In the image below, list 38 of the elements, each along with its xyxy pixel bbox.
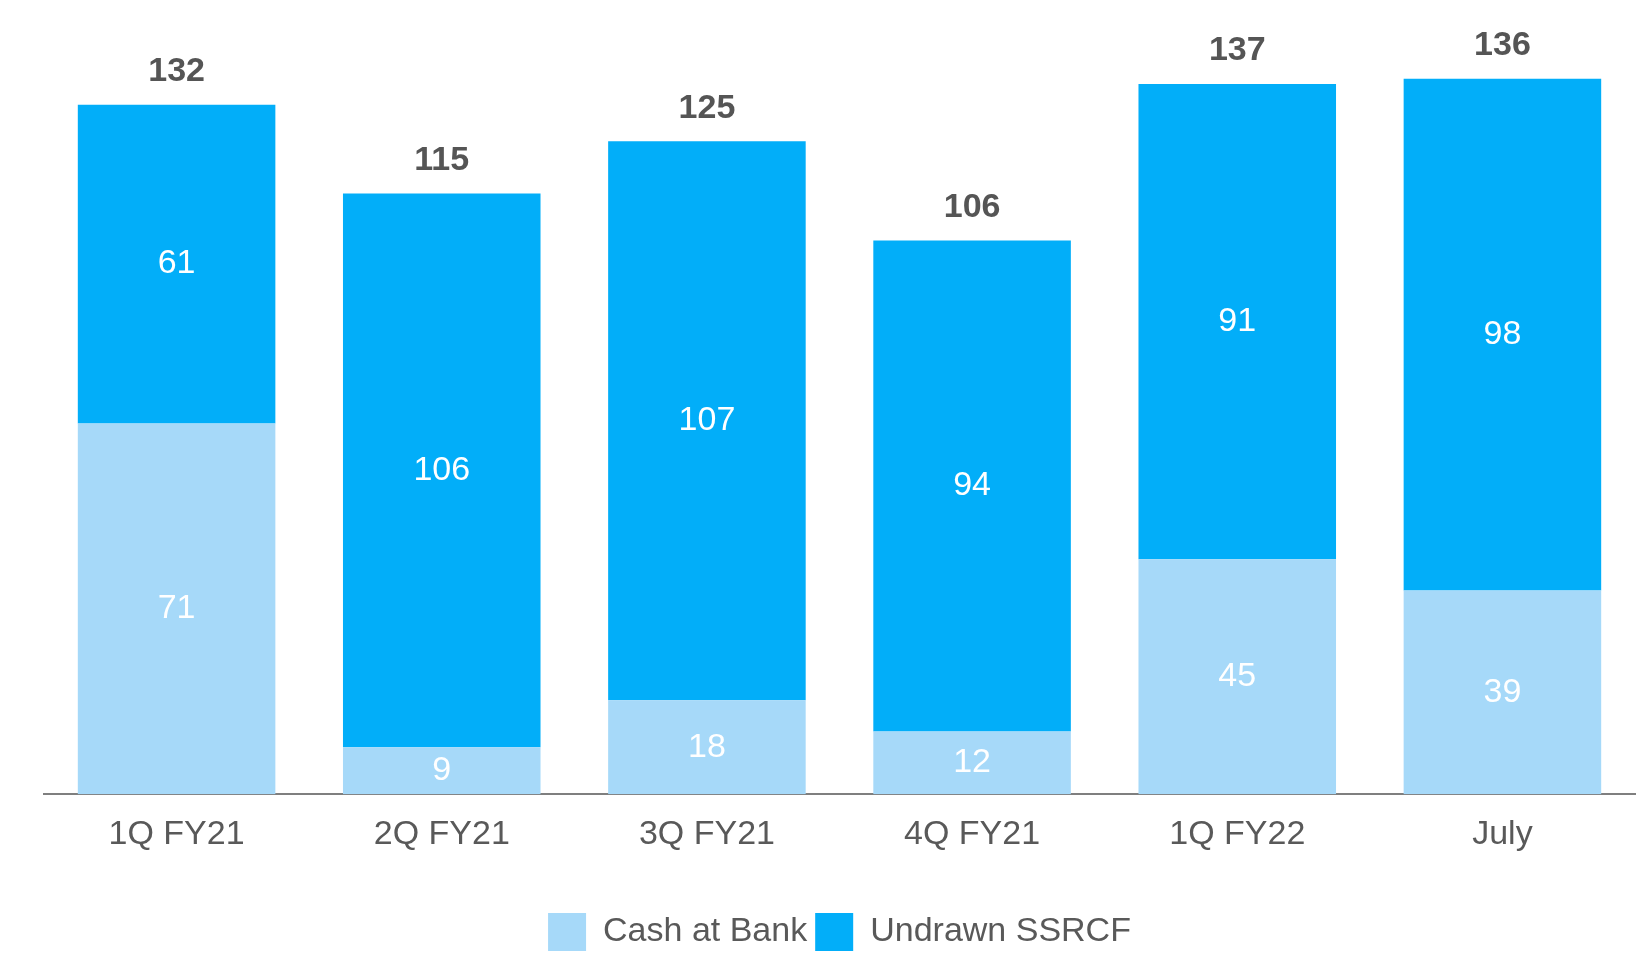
data-label: 9 — [432, 749, 452, 788]
bar — [77, 104, 276, 424]
bar — [873, 240, 1071, 732]
data-label: 71 — [157, 587, 196, 626]
data-label: 61 — [157, 242, 196, 281]
total-label: 132 — [148, 50, 205, 89]
bar — [77, 423, 276, 795]
total-label: 137 — [1208, 29, 1266, 68]
data-label: 91 — [1218, 299, 1257, 338]
data-label: 12 — [953, 741, 991, 780]
bar — [1403, 590, 1602, 795]
x-tick-label: 1Q FY21 — [108, 812, 245, 851]
data-label: 107 — [678, 399, 736, 438]
total-label: 125 — [678, 86, 736, 125]
total-label: 115 — [414, 138, 470, 177]
legend-label: Undrawn SSRCF — [870, 910, 1131, 949]
x-tick-label: 3Q FY21 — [638, 812, 775, 851]
bar — [1138, 83, 1337, 560]
data-label: 45 — [1218, 655, 1257, 694]
bar — [608, 700, 806, 795]
bar — [342, 193, 541, 748]
total-label: 106 — [943, 185, 1001, 224]
x-tick-label: July — [1472, 812, 1533, 851]
bar — [873, 731, 1071, 795]
data-label: 98 — [1483, 312, 1522, 351]
bar — [1403, 78, 1602, 591]
total-label: 136 — [1474, 24, 1531, 63]
data-label: 39 — [1483, 670, 1522, 709]
data-label: 18 — [688, 725, 726, 764]
x-tick-label: 4Q FY21 — [904, 812, 1041, 851]
bar — [342, 747, 541, 795]
data-label: 106 — [413, 448, 471, 487]
data-label: 94 — [953, 464, 991, 503]
legend-label: Cash at Bank — [603, 910, 809, 949]
bar — [1138, 559, 1337, 795]
x-tick-label: 2Q FY21 — [373, 812, 510, 851]
x-tick-label: 1Q FY22 — [1169, 812, 1306, 851]
bar — [608, 141, 806, 701]
